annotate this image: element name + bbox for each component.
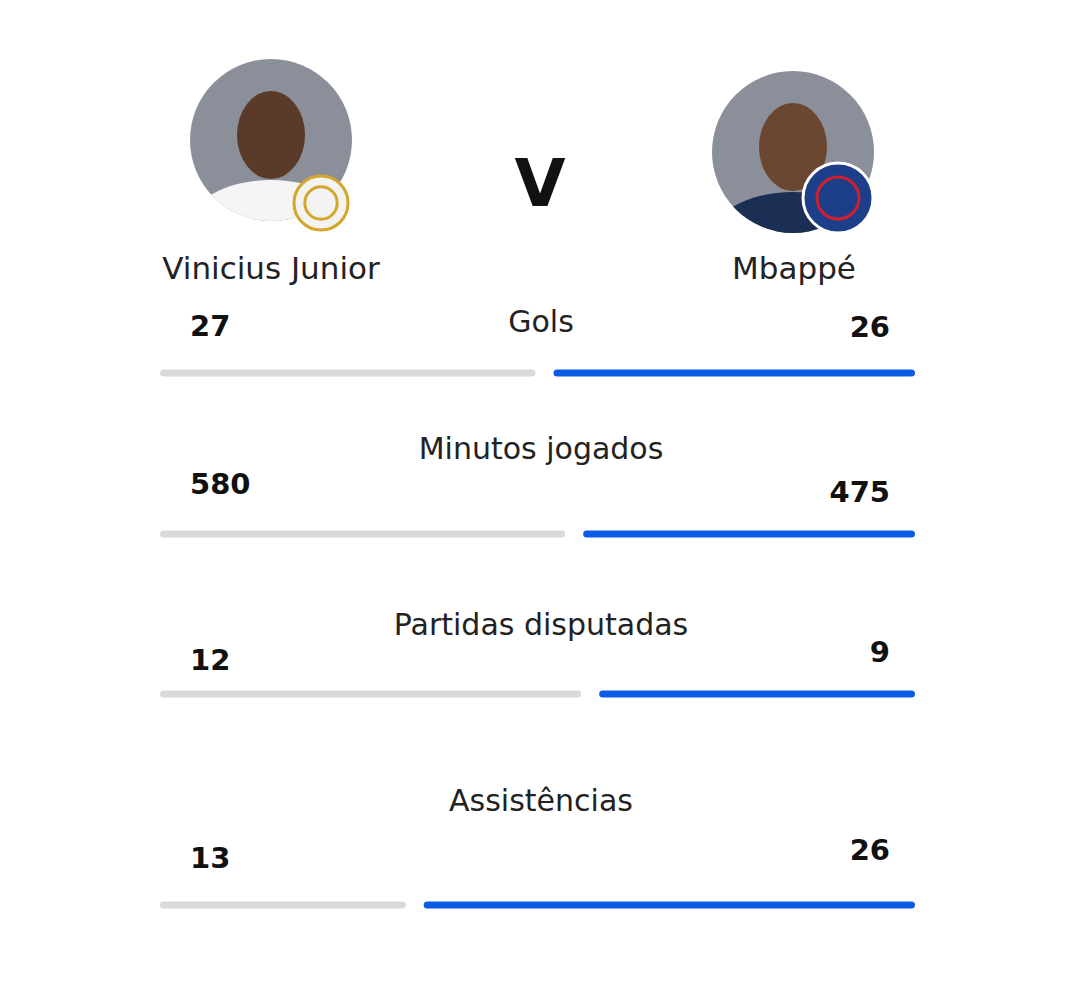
player-name: Vinicius Junior bbox=[162, 250, 380, 286]
chart-svg: Vinicius Junior Mbappé V Gols 27 26 Minutos jo… bbox=[0, 0, 1082, 1001]
data-label: 580 bbox=[190, 467, 251, 501]
stat-row: Assistências 13 26 bbox=[160, 783, 915, 909]
bar bbox=[424, 902, 915, 909]
data-label: 12 bbox=[190, 643, 230, 677]
photo-content bbox=[708, 71, 878, 292]
bar bbox=[553, 370, 915, 377]
category-label: Partidas disputadas bbox=[394, 607, 688, 642]
photo-content bbox=[186, 59, 356, 280]
photo-head bbox=[237, 91, 305, 179]
data-label: 27 bbox=[190, 309, 230, 343]
data-label: 475 bbox=[829, 475, 890, 509]
bar bbox=[599, 691, 915, 698]
data-label: 26 bbox=[850, 310, 890, 344]
bar bbox=[583, 531, 915, 538]
team-badge bbox=[803, 163, 873, 233]
data-label: 9 bbox=[870, 635, 890, 669]
team-badge-ring bbox=[305, 187, 337, 219]
category-label: Assistências bbox=[449, 783, 633, 818]
bar bbox=[160, 370, 535, 377]
stat-row: Gols 27 26 bbox=[160, 304, 915, 377]
title: V bbox=[514, 145, 565, 222]
player-name: Mbappé bbox=[732, 250, 856, 286]
bar bbox=[160, 902, 406, 909]
team-badge-ring bbox=[817, 177, 859, 219]
data-label: 13 bbox=[190, 841, 230, 875]
stat-row: Minutos jogados 580 475 bbox=[160, 431, 915, 538]
bar bbox=[160, 691, 581, 698]
bar bbox=[160, 531, 565, 538]
stat-row: Partidas disputadas 12 9 bbox=[160, 607, 915, 698]
player-photo bbox=[186, 59, 356, 280]
category-label: Gols bbox=[508, 304, 574, 339]
team-badge bbox=[294, 176, 348, 230]
data-label: 26 bbox=[850, 833, 890, 867]
player-photo bbox=[708, 71, 878, 292]
category-label: Minutos jogados bbox=[419, 431, 664, 466]
chart-root: Vinicius Junior Mbappé V Gols 27 26 Minutos jo… bbox=[0, 0, 1082, 1001]
